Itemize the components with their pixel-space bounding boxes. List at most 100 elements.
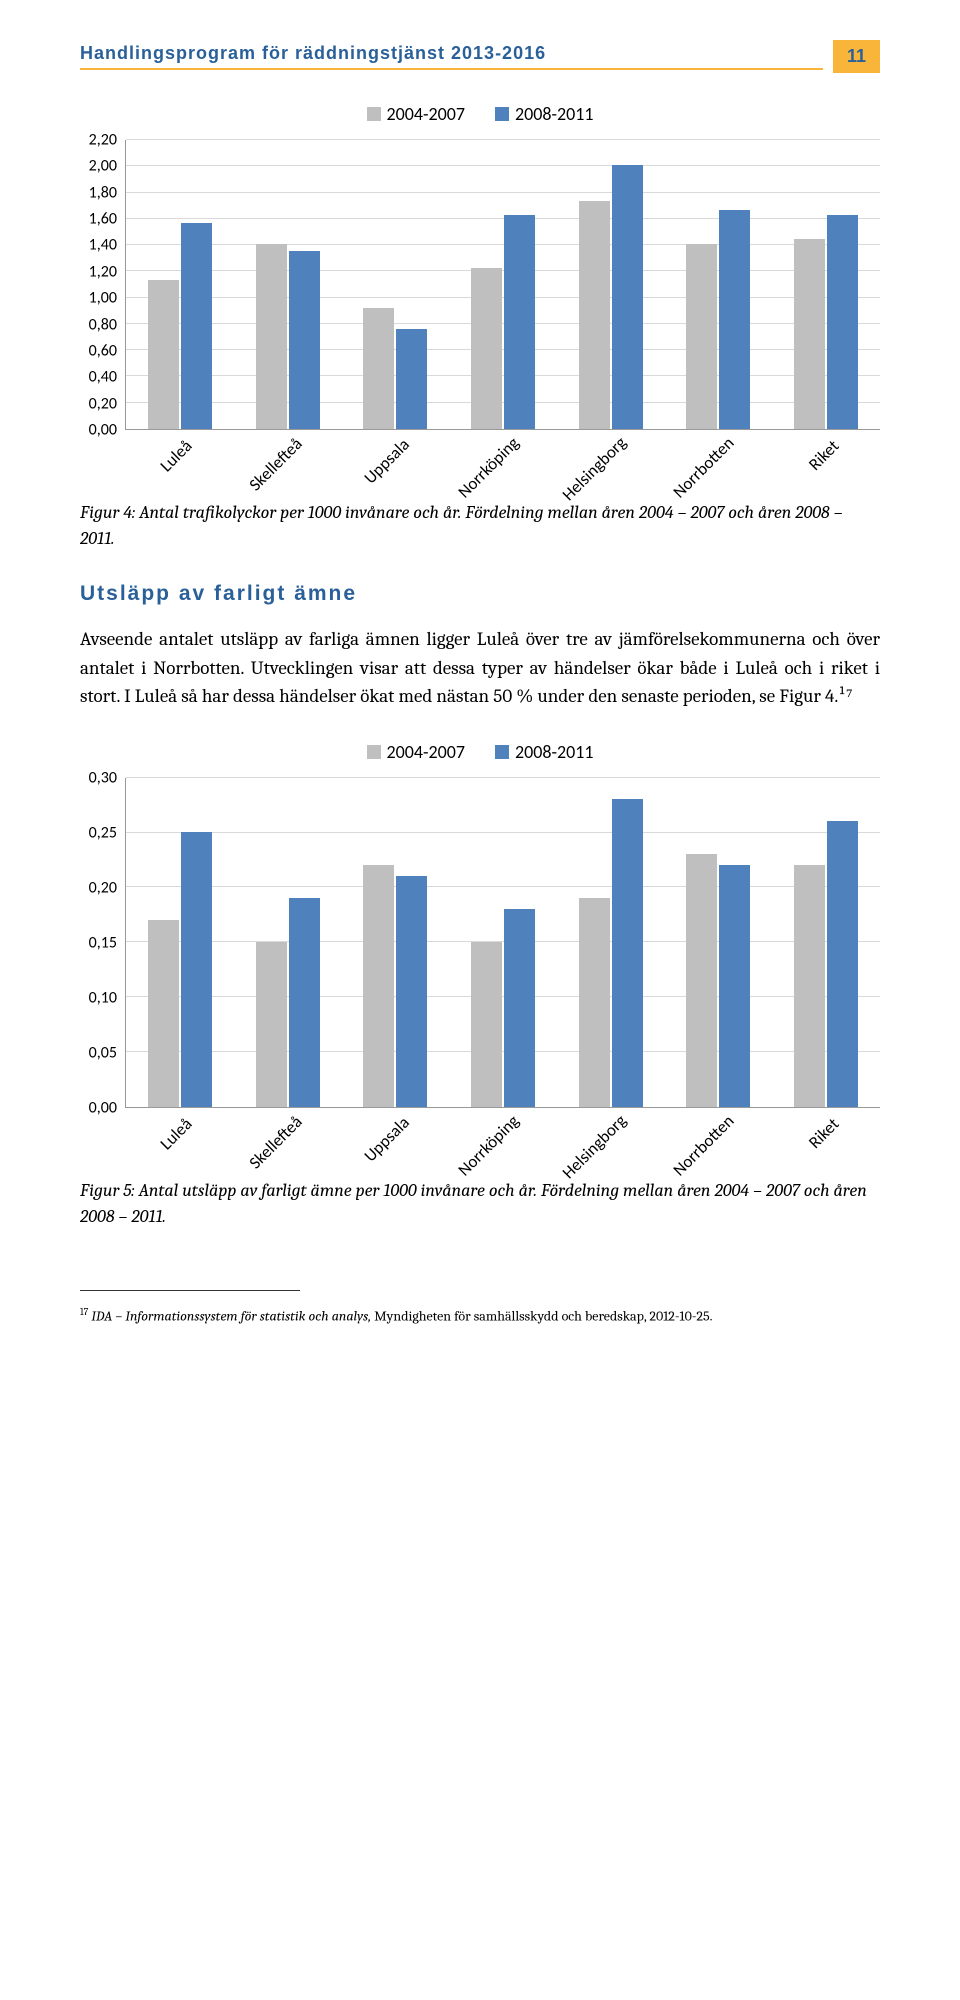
y-tick-label: 1,40 <box>89 236 117 255</box>
bar <box>612 165 643 429</box>
bar <box>289 251 320 429</box>
y-tick-label: 0,20 <box>89 878 117 897</box>
legend-item: 2008-2011 <box>495 103 594 125</box>
bar-group <box>471 909 535 1107</box>
footnote: 17 IDA – Informationssystem för statisti… <box>80 1305 880 1326</box>
bar <box>471 268 502 429</box>
legend-item: 2008-2011 <box>495 741 594 763</box>
bar <box>686 244 717 429</box>
y-tick-label: 0,10 <box>89 988 117 1007</box>
bar <box>148 280 179 429</box>
bar <box>686 854 717 1107</box>
legend-item: 2004-2007 <box>367 103 466 125</box>
footnote-italic: IDA – Informationssystem för statistik o… <box>91 1308 374 1325</box>
y-tick-label: 0,15 <box>89 933 117 952</box>
footnote-rule <box>80 1290 300 1291</box>
x-tick-label: Norrbotten <box>669 1110 739 1180</box>
gridline <box>126 886 880 887</box>
y-tick-label: 0,25 <box>89 823 117 842</box>
x-tick-label: Riket <box>804 1113 843 1152</box>
bar <box>396 329 427 429</box>
bar-group <box>471 215 535 429</box>
page: Handlingsprogram för räddningstjänst 201… <box>0 0 960 1380</box>
bar-group <box>148 223 212 429</box>
y-tick-label: 2,20 <box>89 131 117 150</box>
chart2-plot <box>125 778 880 1108</box>
bar <box>794 865 825 1107</box>
bar-group <box>579 165 643 429</box>
legend-swatch <box>495 745 509 759</box>
x-tick-label: Helsingborg <box>558 432 631 505</box>
y-tick-label: 1,60 <box>89 210 117 229</box>
bar <box>504 909 535 1107</box>
bar <box>256 942 287 1107</box>
legend-swatch <box>367 745 381 759</box>
gridline <box>126 832 880 833</box>
bar-group <box>794 821 858 1107</box>
y-tick-label: 0,05 <box>89 1043 117 1062</box>
bar-group <box>579 799 643 1107</box>
x-tick-label: Riket <box>804 436 843 475</box>
bar-group <box>794 215 858 429</box>
chart1-area: 0,000,200,400,600,801,001,201,401,601,80… <box>125 140 880 430</box>
bar <box>289 898 320 1107</box>
bar <box>719 865 750 1107</box>
legend-label: 2008-2011 <box>515 741 594 763</box>
x-tick-label: Skellefteå <box>244 1111 306 1173</box>
bar <box>719 210 750 429</box>
body-paragraph: Avseende antalet utsläpp av farliga ämne… <box>80 625 880 711</box>
x-tick-label: Helsingborg <box>558 1110 631 1183</box>
page-number-box: 11 <box>833 40 880 73</box>
y-tick-label: 0,60 <box>89 341 117 360</box>
bar <box>827 821 858 1107</box>
bar-group <box>686 854 750 1107</box>
x-tick-label: Norrköping <box>453 1110 523 1180</box>
bar <box>471 942 502 1107</box>
footnote-plain: Myndigheten för samhällsskydd och bereds… <box>374 1308 712 1325</box>
chart1-caption: Figur 4: Antal trafikolyckor per 1000 in… <box>80 500 880 552</box>
y-tick-label: 0,00 <box>89 421 117 440</box>
x-tick-label: Norrbotten <box>669 433 739 503</box>
y-tick-label: 1,20 <box>89 262 117 281</box>
y-tick-label: 1,80 <box>89 183 117 202</box>
bar-group <box>256 898 320 1107</box>
bar-group <box>148 832 212 1107</box>
gridline <box>126 192 880 193</box>
chart2-y-axis: 0,000,050,100,150,200,250,30 <box>80 778 125 1108</box>
y-tick-label: 0,20 <box>89 394 117 413</box>
legend-item: 2004-2007 <box>367 741 466 763</box>
y-tick-label: 0,30 <box>89 768 117 787</box>
header-title: Handlingsprogram för räddningstjänst 201… <box>80 43 823 70</box>
x-tick-label: Skellefteå <box>244 433 306 495</box>
gridline <box>126 777 880 778</box>
y-tick-label: 0,80 <box>89 315 117 334</box>
bar <box>579 201 610 429</box>
x-tick-label: Uppsala <box>359 434 413 488</box>
x-tick-label: Luleå <box>156 435 197 476</box>
x-tick-label: Luleå <box>156 1113 197 1154</box>
footnote-number: 17 <box>80 1306 88 1318</box>
chart2-area: 0,000,050,100,150,200,250,30 LuleåSkelle… <box>125 778 880 1108</box>
bar <box>827 215 858 429</box>
y-tick-label: 1,00 <box>89 289 117 308</box>
legend-swatch <box>495 107 509 121</box>
bar <box>579 898 610 1107</box>
x-tick-label: Uppsala <box>359 1112 413 1166</box>
bar <box>794 239 825 429</box>
legend-label: 2004-2007 <box>387 103 466 125</box>
chart-traffic-accidents: 2004-2007 2008-2011 0,000,200,400,600,801… <box>80 103 880 430</box>
chart-dangerous-substance: 2004-2007 2008-2011 0,000,050,100,150,200… <box>80 741 880 1108</box>
chart2-caption: Figur 5: Antal utsläpp av farligt ämne p… <box>80 1178 880 1230</box>
bar <box>256 244 287 429</box>
bar <box>363 308 394 429</box>
bar-group <box>686 210 750 429</box>
bar <box>181 832 212 1107</box>
bar-group <box>363 865 427 1107</box>
legend-label: 2008-2011 <box>515 103 594 125</box>
bar <box>396 876 427 1107</box>
bar <box>181 223 212 429</box>
bar-group <box>256 244 320 429</box>
legend-swatch <box>367 107 381 121</box>
bar <box>504 215 535 429</box>
chart2-legend: 2004-2007 2008-2011 <box>80 741 880 763</box>
